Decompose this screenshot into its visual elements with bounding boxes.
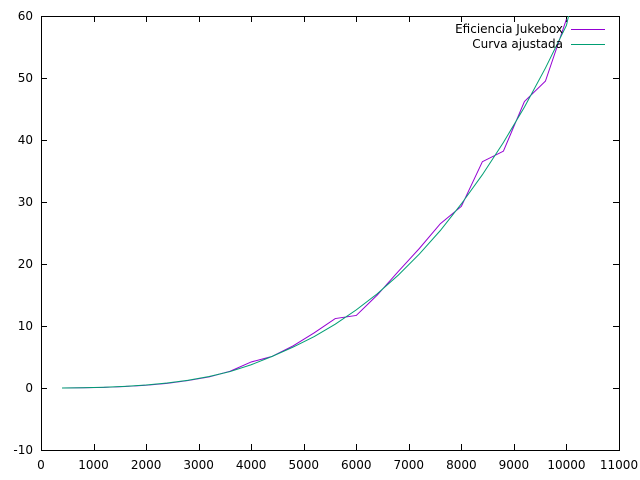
x-tick-label: 7000	[394, 458, 425, 472]
x-tick-label: 2000	[131, 458, 162, 472]
y-tick-label: 50	[18, 71, 33, 85]
x-tick-label: 9000	[499, 458, 530, 472]
legend-label-1: Eficiencia Jukebox	[455, 22, 563, 36]
axes: 0 1000 2000 3000 4000 5000 6000 7000 8000 9000 100…	[13, 9, 638, 472]
series-line-1	[62, 18, 567, 389]
x-tick-label: 4000	[236, 458, 267, 472]
x-tick-label: 5000	[288, 458, 319, 472]
x-tick-label: 8000	[446, 458, 477, 472]
x-tick-label: 1000	[78, 458, 109, 472]
series-lines	[62, 16, 570, 389]
y-tick-label: 10	[18, 319, 33, 333]
x-tick-label: 3000	[183, 458, 214, 472]
x-tick-label: 6000	[341, 458, 372, 472]
y-tick-label: 60	[18, 9, 33, 23]
series-line-2	[62, 16, 570, 389]
y-tick-label: -10	[13, 443, 33, 457]
x-tick-label: 10000	[547, 458, 585, 472]
plot-border	[41, 16, 620, 451]
x-tick-label: 11000	[600, 458, 638, 472]
y-tick-label: 30	[18, 195, 33, 209]
y-tick-label: 40	[18, 133, 33, 147]
y-tick-label: 20	[18, 257, 33, 271]
legend-label-2: Curva ajustada	[472, 37, 563, 51]
x-tick-label: 0	[37, 458, 45, 472]
y-tick-label: 0	[25, 381, 33, 395]
